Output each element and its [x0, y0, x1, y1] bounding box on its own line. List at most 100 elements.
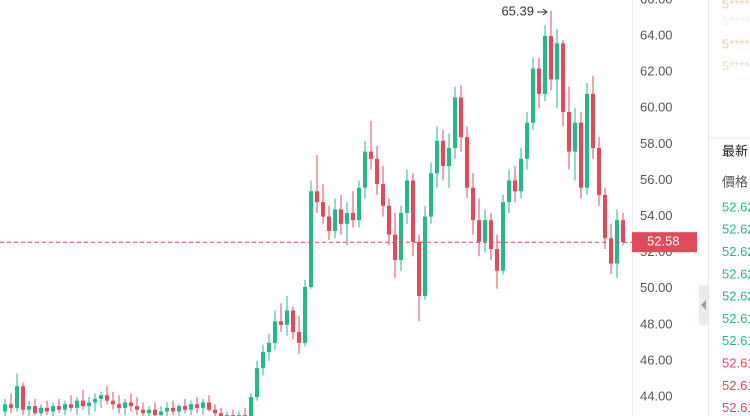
candle-body: [333, 209, 337, 232]
max-marker-arrowhead: [542, 8, 548, 16]
candle-body: [567, 111, 571, 152]
candle-body: [441, 140, 445, 167]
y-tick-label: 46.00: [640, 352, 673, 367]
y-tick-label: 56.00: [640, 172, 673, 187]
candle-body: [525, 122, 529, 159]
candle-body: [99, 395, 103, 399]
order-book-price: 52.62: [722, 266, 750, 281]
y-tick-label: 60.00: [640, 100, 673, 115]
y-tick-label: 48.00: [640, 316, 673, 331]
y-tick-label: 62.00: [640, 64, 673, 79]
candle-body: [399, 212, 403, 260]
y-tick-label: 54.00: [640, 208, 673, 223]
candle-body: [165, 407, 169, 412]
candle-body: [267, 342, 271, 352]
candle-body: [621, 220, 625, 243]
max-marker-label: 65.39: [501, 3, 534, 18]
candle-body: [117, 404, 121, 408]
candle-body: [159, 411, 163, 416]
candle-body: [543, 36, 547, 94]
candle-body: [453, 97, 457, 148]
last-price-label: 52.58: [647, 234, 680, 249]
order-book-price: 52.62: [722, 244, 750, 259]
candle-body: [189, 404, 193, 410]
candle-body: [171, 407, 175, 412]
candle-body: [249, 397, 253, 416]
candle-body: [489, 220, 493, 250]
order-book-price: 52.61: [722, 378, 750, 393]
candle-body: [429, 173, 433, 217]
candle-body: [279, 321, 283, 325]
candle-body: [423, 216, 427, 296]
candle-body: [585, 93, 589, 188]
candle-body: [129, 402, 133, 407]
y-tick-label: 50.00: [640, 280, 673, 295]
candle-body: [483, 220, 487, 242]
candle-body: [573, 122, 577, 152]
candle-body: [345, 212, 349, 224]
y-tick-label: 44.00: [640, 388, 673, 403]
candle-body: [291, 310, 295, 333]
candle-body: [357, 187, 361, 221]
candle-body: [495, 249, 499, 271]
candle-body: [219, 413, 223, 416]
collapse-icon: [701, 300, 706, 310]
candle-body: [327, 216, 331, 232]
candle-body: [45, 407, 49, 412]
candle-body: [339, 209, 343, 224]
candle-body: [381, 184, 385, 206]
candle-body: [447, 147, 451, 167]
candle-body: [417, 241, 421, 296]
candle-body: [477, 220, 481, 242]
candle-body: [63, 404, 67, 410]
candle-body: [177, 406, 181, 412]
candle-body: [201, 402, 205, 408]
candle-body: [465, 137, 469, 188]
order-book-price: 52.61: [722, 311, 750, 326]
candle-body: [597, 147, 601, 195]
candle-body: [153, 409, 157, 416]
rating: 5****: [722, 36, 749, 51]
candle-body: [609, 238, 613, 264]
candle-body: [297, 332, 301, 343]
last-price-box: [632, 232, 697, 253]
candle-body: [195, 404, 199, 408]
candle-body: [81, 400, 85, 407]
order-book-price: 52.62: [722, 289, 750, 304]
candle-body: [141, 409, 145, 414]
candle-body: [435, 140, 439, 174]
candle-body: [321, 202, 325, 217]
candle-body: [531, 68, 535, 123]
candle-body: [537, 68, 541, 94]
candle-body: [9, 404, 13, 408]
order-book-price: 52.61: [722, 400, 750, 415]
candle-body: [387, 205, 391, 235]
y-tick-label: 66.00: [640, 0, 673, 6]
candle-body: [3, 404, 7, 412]
candle-body: [309, 191, 313, 287]
candle-body: [591, 93, 595, 148]
order-book-price: 52.61: [722, 333, 750, 348]
candle-body: [27, 406, 31, 410]
order-book-price: 52.61: [722, 356, 750, 371]
candle-body: [57, 406, 61, 410]
candle-body: [603, 194, 607, 239]
candle-body: [93, 398, 97, 403]
candle-body: [471, 187, 475, 221]
candle-body: [375, 158, 379, 185]
candle-body: [579, 122, 583, 188]
candle-body: [105, 395, 109, 401]
candle-body: [87, 402, 91, 407]
candle-body: [51, 406, 55, 412]
candle-body: [261, 351, 265, 369]
candle-body: [405, 180, 409, 213]
candle-body: [15, 386, 19, 408]
rating: 5****: [722, 58, 749, 73]
candle-body: [513, 180, 517, 192]
candle-body: [315, 191, 319, 203]
rating: 5****: [722, 0, 749, 11]
candle-body: [207, 402, 211, 410]
order-book-heading: 最新: [722, 143, 748, 158]
candle-body: [135, 406, 139, 410]
